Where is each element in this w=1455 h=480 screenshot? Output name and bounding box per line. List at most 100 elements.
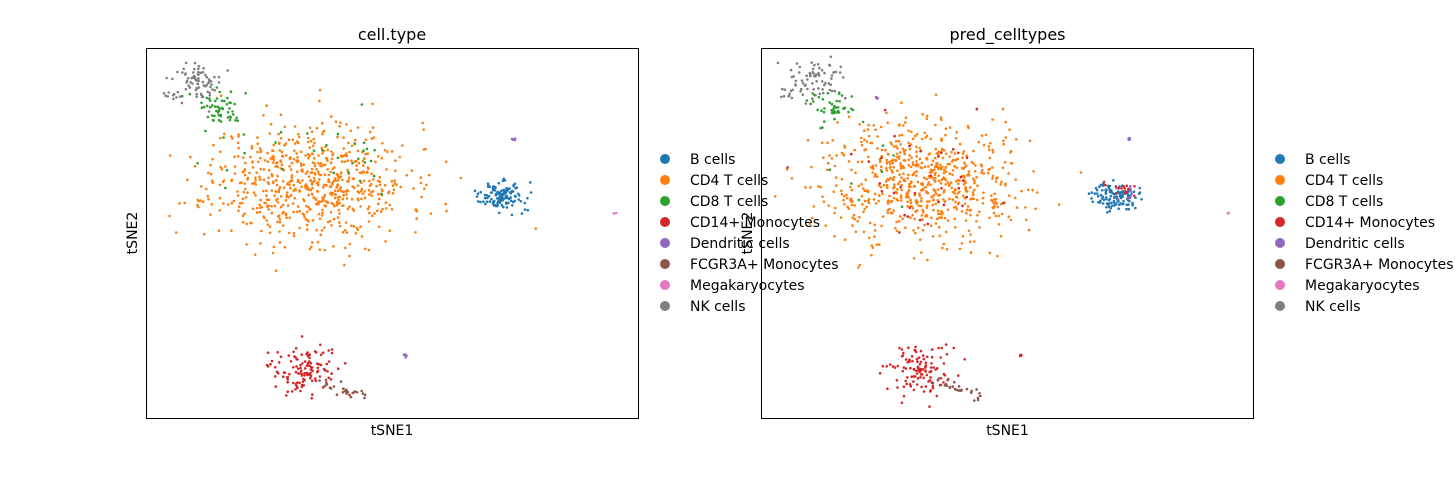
cell-point-cd4-t-cells (205, 187, 208, 191)
cell-point-cd4-t-cells (891, 158, 895, 162)
cell-point-cd14-monocytes (299, 369, 303, 373)
cell-point-fcgr3a-monocytes (342, 387, 345, 391)
legend-label-fcgr3a-monocytes: FCGR3A+ Monocytes (690, 257, 839, 273)
cell-point-cd8-t-cells (219, 113, 223, 117)
cell-point-cd8-t-cells (832, 107, 835, 110)
cell-point-cd4-t-cells (920, 188, 923, 192)
cell-point-fcgr3a-monocytes (957, 385, 961, 388)
cell-point-nk-cells (790, 96, 794, 100)
cell-point-cd14-monocytes (940, 151, 943, 155)
cell-point-cd4-t-cells (278, 220, 282, 224)
cell-point-cd14-monocytes (306, 373, 310, 377)
cell-point-cd4-t-cells (964, 186, 968, 189)
cell-point-cd4-t-cells (354, 138, 357, 142)
cell-point-cd14-monocytes (906, 376, 909, 379)
cell-point-cd14-monocytes (327, 376, 331, 380)
cell-point-cd14-monocytes (965, 195, 968, 199)
cell-point-cd4-t-cells (873, 175, 876, 178)
cell-point-cd4-t-cells (320, 229, 324, 232)
cell-point-cd4-t-cells (885, 183, 889, 187)
cell-point-nk-cells (162, 92, 166, 95)
cell-point-cd4-t-cells (327, 173, 331, 177)
cell-point-cd4-t-cells (840, 192, 844, 196)
cell-point-cd4-t-cells (387, 190, 391, 193)
cell-point-cd4-t-cells (359, 225, 362, 228)
cell-point-cd14-monocytes (294, 370, 298, 374)
cell-point-cd14-monocytes (310, 396, 314, 400)
cell-point-cd8-t-cells (325, 144, 328, 147)
cell-point-cd4-t-cells (1034, 207, 1037, 210)
cell-point-cd14-monocytes (937, 346, 940, 350)
cell-point-cd4-t-cells (323, 226, 326, 229)
cell-point-cd14-monocytes (885, 365, 888, 368)
cell-point-cd4-t-cells (356, 184, 360, 187)
cell-point-cd4-t-cells (972, 149, 975, 153)
cell-point-cd4-t-cells (336, 196, 340, 199)
cell-point-cd8-t-cells (228, 118, 232, 122)
cell-point-nk-cells (816, 63, 820, 66)
cell-point-cd4-t-cells (388, 229, 392, 232)
cell-point-cd4-t-cells (354, 232, 358, 235)
cell-point-cd4-t-cells (370, 194, 374, 197)
cell-point-cd4-t-cells (252, 191, 256, 194)
cell-point-cd4-t-cells (941, 156, 945, 160)
cell-point-cd4-t-cells (969, 233, 972, 236)
cell-point-cd4-t-cells (273, 194, 277, 197)
cell-point-cd4-t-cells (886, 121, 889, 124)
cell-point-nk-cells (838, 71, 842, 74)
cell-point-cd4-t-cells (862, 230, 866, 234)
cell-point-cd4-t-cells (908, 147, 912, 151)
cell-point-b-cells (1134, 206, 1137, 210)
cell-point-cd4-t-cells (973, 188, 976, 192)
cell-point-cd4-t-cells (210, 203, 214, 206)
cell-point-fcgr3a-monocytes (931, 381, 935, 385)
cell-point-cd4-t-cells (203, 232, 206, 236)
cell-point-cd4-t-cells (924, 136, 927, 139)
cell-point-cd8-t-cells (332, 171, 336, 175)
cell-point-cd4-t-cells (873, 229, 877, 232)
cell-point-cd14-monocytes (867, 160, 871, 163)
cell-point-cd4-t-cells (253, 253, 257, 256)
cell-point-nk-cells (193, 67, 196, 71)
cell-point-cd4-t-cells (932, 188, 935, 191)
cell-point-b-cells (497, 211, 501, 215)
cell-point-cd4-t-cells (987, 145, 991, 148)
cell-point-cd4-t-cells (287, 138, 291, 141)
cell-point-cd4-t-cells (346, 159, 350, 162)
cell-point-cd14-monocytes (901, 369, 905, 373)
cell-point-cd4-t-cells (290, 178, 294, 182)
cell-point-cd4-t-cells (981, 196, 985, 200)
cell-point-cd4-t-cells (817, 185, 820, 188)
cell-point-cd4-t-cells (307, 136, 310, 140)
cell-point-cd14-monocytes (880, 190, 884, 193)
cell-point-cd4-t-cells (920, 137, 924, 141)
cell-point-cd4-t-cells (227, 203, 230, 206)
cell-point-cd4-t-cells (897, 157, 901, 160)
cell-point-cd4-t-cells (915, 170, 918, 173)
cell-point-cd14-monocytes (294, 388, 297, 391)
chart-title: pred_celltypes (950, 25, 1066, 45)
cell-point-cd4-t-cells (867, 236, 871, 240)
cell-point-cd4-t-cells (314, 173, 317, 176)
cell-point-cd4-t-cells (311, 193, 314, 196)
cell-point-nk-cells (208, 94, 212, 97)
cell-point-nk-cells (820, 69, 824, 72)
cell-point-cd4-t-cells (991, 166, 994, 169)
cell-point-cd4-t-cells (915, 174, 918, 177)
cell-point-cd4-t-cells (847, 160, 851, 163)
cell-point-cd8-t-cells (369, 159, 373, 163)
cell-point-cd4-t-cells (286, 191, 289, 194)
cell-point-cd4-t-cells (925, 117, 929, 121)
cell-point-cd4-t-cells (976, 184, 979, 187)
cell-point-cd4-t-cells (349, 129, 353, 133)
cell-point-nk-cells (199, 93, 203, 96)
cell-point-cd4-t-cells (906, 200, 909, 203)
cell-point-cd4-t-cells (832, 190, 836, 194)
cell-point-cd14-monocytes (296, 386, 299, 390)
cell-point-cd4-t-cells (888, 160, 891, 164)
cell-point-cd4-t-cells (305, 204, 308, 208)
cell-point-cd8-t-cells (823, 107, 826, 110)
cell-point-cd4-t-cells (930, 163, 933, 166)
cell-point-cd4-t-cells (343, 229, 347, 232)
cell-point-cd4-t-cells (1007, 172, 1010, 175)
